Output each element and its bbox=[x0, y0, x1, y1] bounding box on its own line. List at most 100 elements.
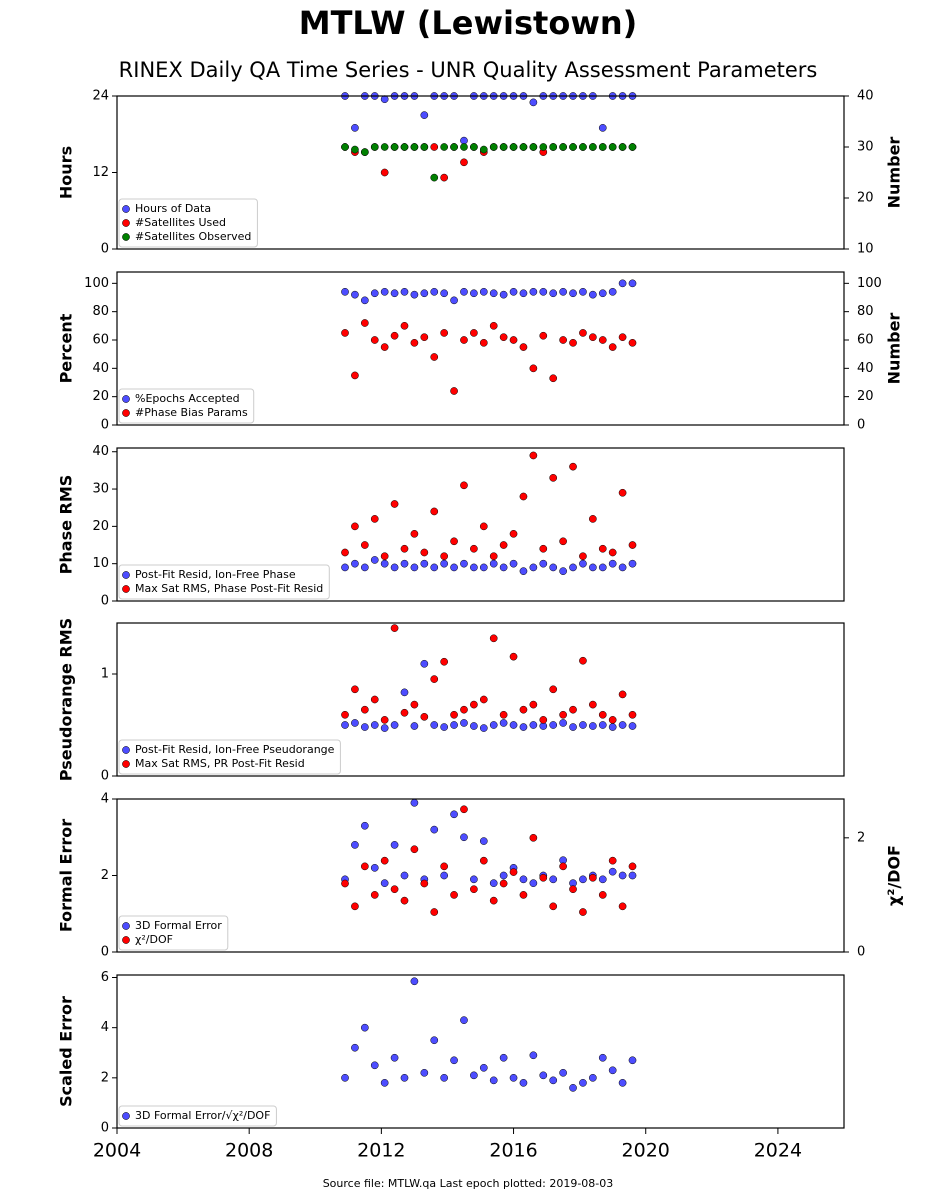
plot-frame bbox=[116, 447, 845, 602]
legend-marker bbox=[122, 233, 130, 241]
legend-label: 3D Formal Error bbox=[135, 919, 222, 932]
point bbox=[569, 289, 577, 298]
y-axis-label: Hours bbox=[57, 146, 76, 199]
point bbox=[608, 143, 617, 151]
plot-frame bbox=[116, 798, 845, 953]
point bbox=[499, 710, 508, 719]
point bbox=[380, 343, 389, 351]
point bbox=[618, 871, 627, 880]
point bbox=[628, 1056, 637, 1065]
point bbox=[529, 1051, 538, 1060]
point bbox=[529, 451, 538, 460]
point bbox=[628, 541, 637, 549]
point bbox=[628, 338, 637, 347]
point bbox=[360, 1023, 369, 1032]
point bbox=[589, 722, 597, 730]
point bbox=[569, 338, 577, 347]
legend-label: Hours of Data bbox=[135, 202, 211, 215]
point bbox=[598, 143, 607, 151]
point bbox=[351, 290, 359, 299]
point bbox=[460, 136, 468, 145]
point bbox=[351, 124, 359, 132]
point bbox=[559, 287, 567, 296]
point bbox=[569, 1084, 577, 1092]
point bbox=[479, 563, 488, 572]
point bbox=[589, 143, 597, 151]
point bbox=[618, 563, 627, 572]
point bbox=[450, 563, 458, 572]
point bbox=[549, 721, 558, 729]
point bbox=[598, 544, 607, 553]
point bbox=[479, 145, 488, 154]
point bbox=[509, 336, 518, 344]
point bbox=[589, 333, 597, 342]
point bbox=[351, 522, 359, 531]
y-tick-label: 100 bbox=[84, 276, 109, 291]
legend-label: 3D Formal Error/√χ²/DOF bbox=[135, 1109, 270, 1122]
point bbox=[608, 716, 617, 724]
point bbox=[499, 143, 508, 151]
point bbox=[549, 902, 558, 911]
point bbox=[470, 700, 478, 709]
point bbox=[460, 158, 468, 167]
point bbox=[509, 652, 518, 661]
point bbox=[598, 336, 607, 344]
point bbox=[470, 722, 478, 730]
point bbox=[420, 111, 429, 119]
point bbox=[579, 1079, 587, 1087]
point bbox=[628, 143, 637, 151]
point bbox=[440, 559, 448, 568]
point bbox=[450, 1056, 458, 1065]
point bbox=[370, 864, 379, 872]
point bbox=[479, 856, 488, 865]
y-tick-label: 1 bbox=[101, 667, 109, 682]
point bbox=[628, 862, 637, 871]
point bbox=[360, 296, 369, 305]
y-tick-label: 24 bbox=[92, 89, 109, 104]
figure-title: MTLW (Lewistown) bbox=[299, 4, 638, 42]
y-tick-label: 0 bbox=[101, 594, 109, 609]
point bbox=[460, 287, 468, 296]
point bbox=[499, 333, 508, 342]
point bbox=[430, 825, 439, 834]
point bbox=[341, 879, 349, 888]
point bbox=[470, 1071, 478, 1080]
point bbox=[569, 723, 577, 731]
point bbox=[479, 287, 488, 296]
y-tick-label: 40 bbox=[92, 361, 109, 376]
x-tick-label: 2016 bbox=[489, 1140, 537, 1162]
point bbox=[440, 143, 448, 151]
point bbox=[430, 353, 439, 361]
point bbox=[499, 1053, 508, 1062]
plot-frame bbox=[116, 974, 845, 1129]
panel: 0 2 4 6 2004 2008 2012 2016 2020 2024 Scaled Error… bbox=[57, 970, 845, 1162]
point bbox=[618, 333, 627, 342]
point bbox=[608, 856, 617, 865]
y2-tick-label: 20 bbox=[857, 389, 874, 404]
point bbox=[360, 705, 369, 714]
point bbox=[539, 544, 548, 553]
y-axis-label: Scaled Error bbox=[57, 996, 76, 1107]
point bbox=[400, 688, 409, 697]
point bbox=[470, 289, 478, 298]
point bbox=[360, 148, 369, 156]
point bbox=[509, 1073, 518, 1082]
y-tick-label: 80 bbox=[92, 304, 109, 319]
point bbox=[380, 552, 389, 561]
point bbox=[569, 143, 577, 151]
legend-label: Post-Fit Resid, Ion-Free Pseudorange bbox=[135, 743, 335, 756]
plot-frame bbox=[116, 95, 845, 250]
y-tick-label: 0 bbox=[101, 1121, 109, 1136]
legend-marker bbox=[122, 936, 130, 944]
legend-box bbox=[118, 198, 258, 248]
point bbox=[440, 329, 448, 337]
legend-label: #Satellites Observed bbox=[135, 230, 251, 243]
point bbox=[618, 690, 627, 699]
point bbox=[559, 537, 567, 546]
point bbox=[440, 862, 448, 871]
point bbox=[450, 537, 458, 546]
point bbox=[440, 173, 448, 182]
y-tick-label: 40 bbox=[92, 444, 109, 459]
point bbox=[440, 723, 448, 731]
